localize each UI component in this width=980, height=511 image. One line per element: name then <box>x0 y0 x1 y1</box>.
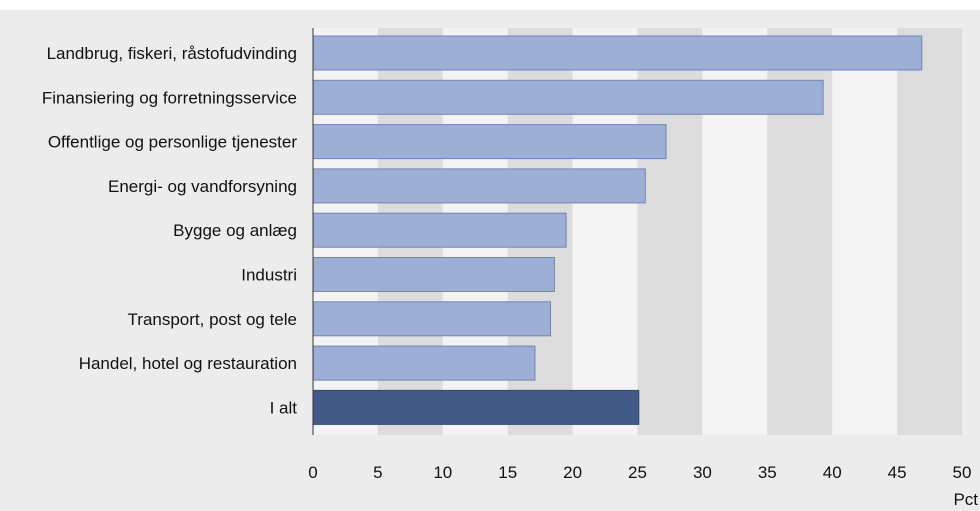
x-tick-label: 15 <box>498 463 517 482</box>
x-tick-label: 0 <box>308 463 317 482</box>
category-labels: Landbrug, fiskeri, råstofudvinding Finans… <box>42 44 297 417</box>
bar <box>312 257 555 292</box>
x-tick-label: 50 <box>953 463 972 482</box>
bar <box>312 168 646 204</box>
x-tick-labels: 0 5 10 15 20 25 30 35 40 45 50 <box>308 463 971 482</box>
category-label: Energi- og vandforsyning <box>108 177 297 196</box>
plot-band <box>832 28 898 435</box>
category-label: Handel, hotel og restauration <box>79 354 297 373</box>
x-tick-label: 10 <box>433 463 452 482</box>
bar-total <box>312 389 640 425</box>
category-label: I alt <box>270 398 298 417</box>
bar <box>312 124 667 160</box>
x-tick-label: 5 <box>373 463 382 482</box>
x-tick-label: 40 <box>823 463 842 482</box>
bar <box>312 212 567 248</box>
x-tick-label: 45 <box>888 463 907 482</box>
bars <box>312 35 923 425</box>
category-label: Industri <box>241 266 297 285</box>
bar <box>312 35 923 71</box>
category-label: Transport, post og tele <box>128 310 297 329</box>
x-axis-unit-label: Pct <box>953 490 978 509</box>
x-tick-label: 20 <box>563 463 582 482</box>
category-label: Landbrug, fiskeri, råstofudvinding <box>47 44 297 63</box>
x-tick-label: 25 <box>628 463 647 482</box>
bar <box>312 345 536 381</box>
category-label: Offentlige og personlige tjenester <box>48 133 298 152</box>
x-tick-label: 35 <box>758 463 777 482</box>
bar <box>312 301 552 337</box>
bar <box>312 79 824 115</box>
plot-band <box>897 28 962 435</box>
category-label: Finansiering og forretningsservice <box>42 88 297 107</box>
category-label: Bygge og anlæg <box>173 221 297 240</box>
x-tick-label: 30 <box>693 463 712 482</box>
